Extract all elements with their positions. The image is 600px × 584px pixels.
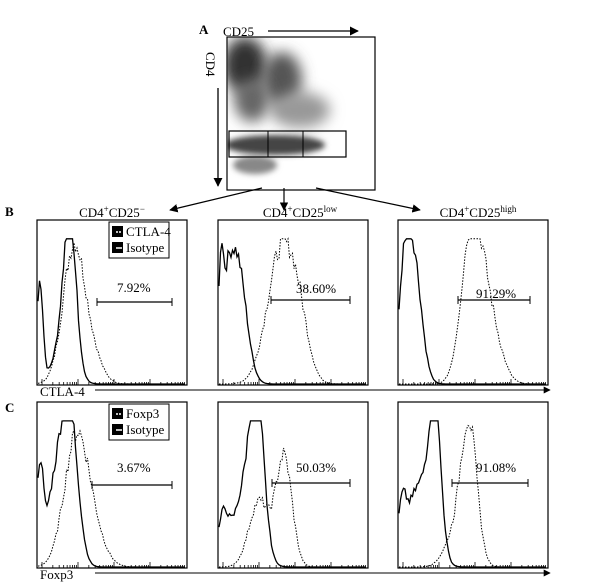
column-title: CD4+CD25high (440, 204, 517, 220)
title-part: CD4 (79, 205, 104, 220)
column-title: CD4+CD25low (263, 204, 338, 220)
stain-curve (37, 429, 185, 568)
title-part: CD25 (293, 205, 324, 220)
gate (228, 130, 347, 158)
histogram-panel: 91.29% (397, 219, 549, 386)
percentage: 38.60% (296, 281, 336, 296)
histogram-panel: 50.03% (217, 401, 369, 569)
title-part: CD25 (109, 205, 140, 220)
stain-curve (399, 238, 546, 385)
axis-label: Foxp3 (40, 567, 73, 582)
y-axis-label: CD4 (203, 52, 218, 77)
superscript: + (464, 204, 469, 214)
superscript: high (500, 204, 517, 214)
title-part: CD25 (469, 205, 500, 220)
population (270, 92, 330, 128)
stain-curve (399, 424, 546, 568)
population (234, 78, 270, 122)
plot-frame (217, 219, 369, 386)
percentage: 91.08% (476, 460, 516, 475)
gate-arrow (169, 187, 263, 213)
column-title: CD4+CD25− (79, 204, 145, 220)
legend-label: Isotype (126, 240, 165, 255)
stain-curve (219, 237, 366, 385)
axis-label: CTLA-4 (40, 384, 85, 399)
superscript: low (324, 204, 338, 214)
plot-frame (217, 401, 369, 569)
population (227, 135, 325, 155)
panel-label: B (5, 204, 14, 219)
histogram-panel: 38.60% (217, 219, 369, 386)
panel-label: A (199, 22, 209, 37)
percentage: 3.67% (117, 460, 151, 475)
legend-label: Isotype (126, 422, 165, 437)
histogram-panel: 91.08% (397, 401, 549, 569)
plot-frame (397, 401, 549, 569)
superscript: + (104, 204, 109, 214)
panel-label: C (5, 400, 14, 415)
percentage: 7.92% (117, 280, 151, 295)
dot-plot (226, 36, 376, 191)
percentage: 91.29% (476, 286, 516, 301)
superscript: − (140, 204, 145, 214)
title-part: CD4 (440, 205, 465, 220)
x-axis-label: CD25 (223, 24, 254, 39)
population (233, 156, 277, 174)
gate-arrow (315, 187, 421, 213)
percentage: 50.03% (296, 460, 336, 475)
legend-label: CTLA-4 (126, 224, 171, 239)
legend-label: Foxp3 (126, 406, 159, 421)
superscript: + (287, 204, 292, 214)
plot-frame (397, 219, 549, 386)
title-part: CD4 (263, 205, 288, 220)
